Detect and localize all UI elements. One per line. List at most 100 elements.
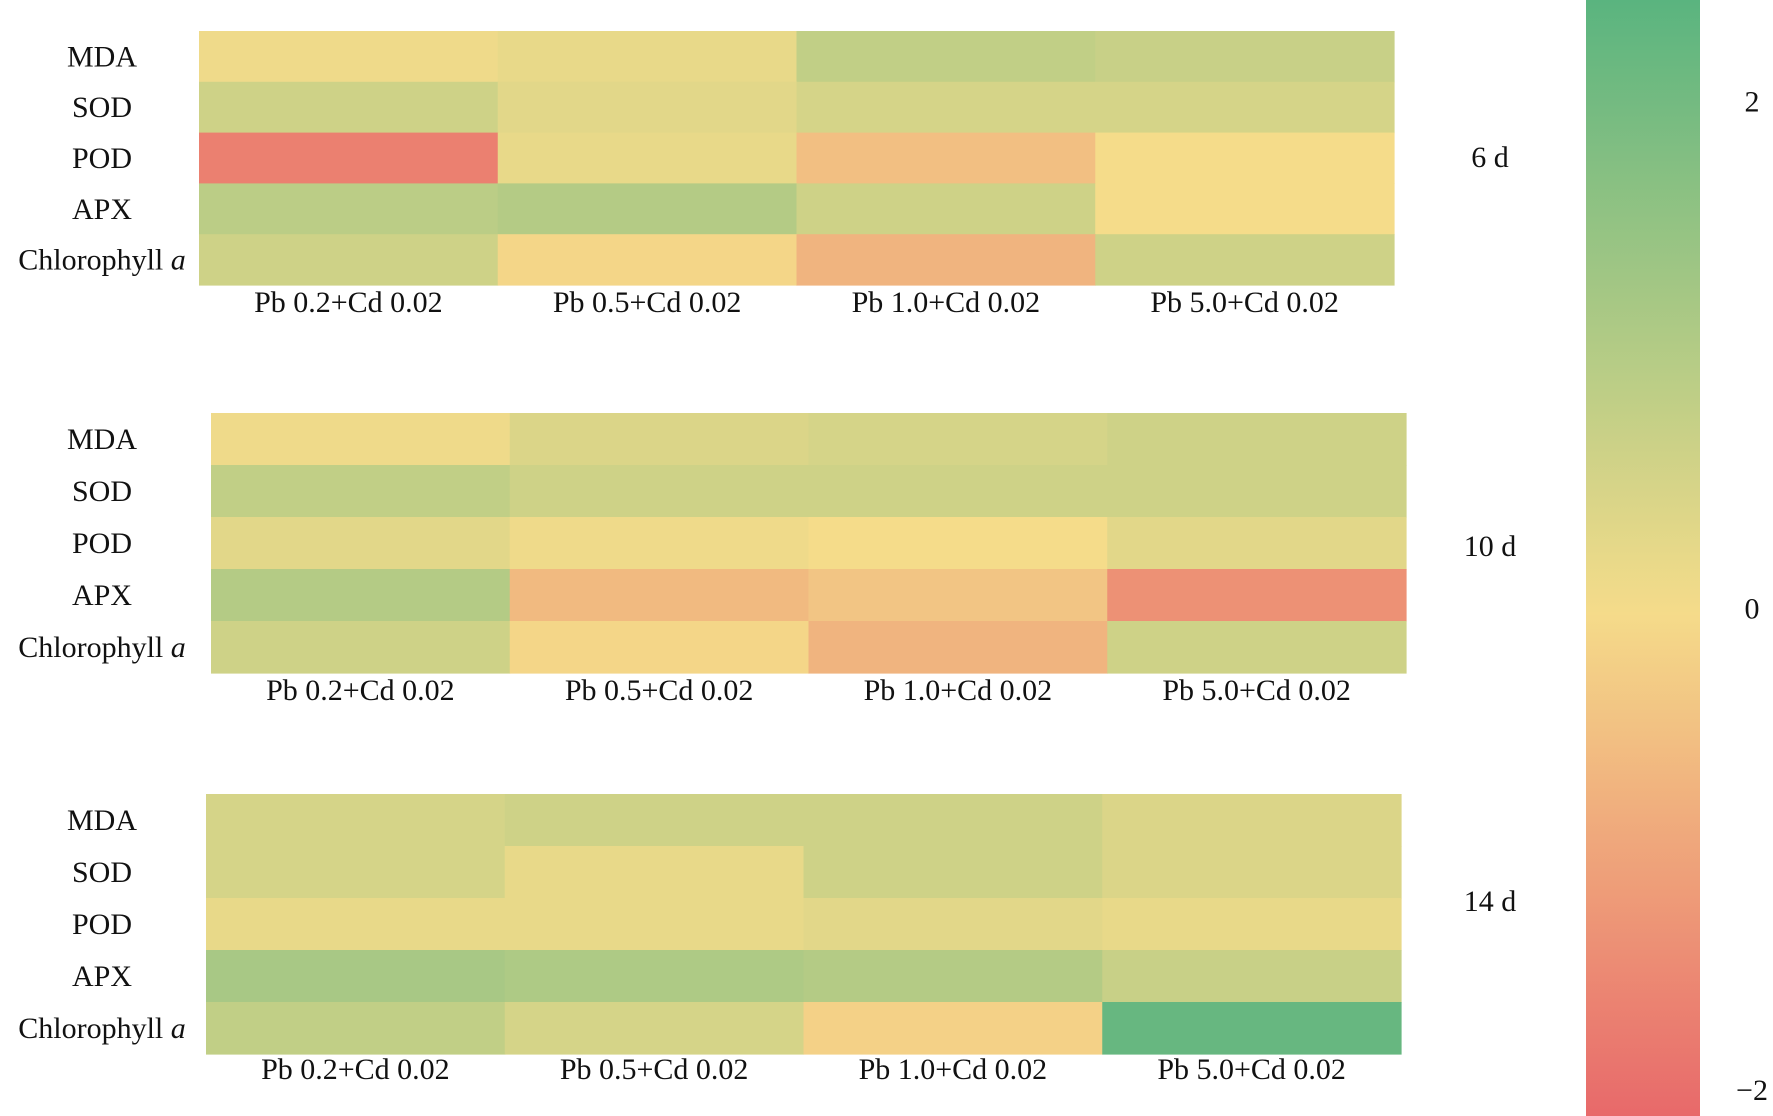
heatmap-cell <box>211 517 511 570</box>
row-label-text: MDA <box>67 423 137 456</box>
heatmap-cell <box>1107 569 1407 622</box>
heatmap-cell <box>509 413 810 466</box>
heatmap-cell <box>497 234 798 286</box>
heatmap-cell <box>206 950 506 1003</box>
heatmap-cell <box>1095 183 1395 235</box>
row-label-text: MDA <box>67 40 137 73</box>
heatmap-cell <box>796 81 1096 134</box>
row-label-text: SOD <box>72 856 132 889</box>
heatmap-cell <box>796 183 1096 235</box>
heatmap-cell <box>509 621 810 674</box>
heatmap-cell <box>808 569 1108 622</box>
column-label: Pb 0.2+Cd 0.02 <box>254 286 443 319</box>
row-label: APX <box>72 960 132 993</box>
row-label-text: SOD <box>72 91 132 124</box>
heatmap-cell <box>1095 132 1395 184</box>
colorbar-tick-label: 0 <box>1745 593 1760 626</box>
heatmap-cell <box>509 465 810 518</box>
row-label: Chlorophyll a <box>18 244 186 277</box>
row-label-text: POD <box>72 142 132 175</box>
heatmap-panels: MDA SOD POD APX Chlorophyll a Pb 0.2+Cd 0.02 P… <box>18 31 1516 1086</box>
heatmap-cell <box>803 898 1103 951</box>
row-label: SOD <box>72 856 132 889</box>
row-label-text: APX <box>72 193 132 226</box>
heatmap-cell <box>504 950 805 1003</box>
row-label-text: POD <box>72 908 132 941</box>
heatmap-cell <box>206 898 506 951</box>
column-label: Pb 1.0+Cd 0.02 <box>859 1053 1048 1086</box>
colorbar-tick-label: −2 <box>1736 1074 1768 1107</box>
column-label: Pb 0.2+Cd 0.02 <box>261 1053 450 1086</box>
column-label: Pb 1.0+Cd 0.02 <box>864 674 1053 707</box>
panel-day-label: 10 d <box>1464 530 1517 563</box>
heatmap-cell <box>504 898 805 951</box>
heatmap-cell <box>211 465 511 518</box>
heatmap-cell <box>796 234 1096 286</box>
heatmap-cell <box>1107 621 1407 674</box>
row-label-suffix: a <box>163 244 186 277</box>
row-label-text: APX <box>72 579 132 612</box>
heatmap-panel-3: MDA SOD POD APX Chlorophyll a Pb 0.2+Cd 0.02 P… <box>18 794 1516 1086</box>
heatmap-panel-2: MDA SOD POD APX Chlorophyll a Pb 0.2+Cd 0.02 P… <box>18 413 1516 707</box>
row-label: SOD <box>72 475 132 508</box>
column-label: Pb 0.5+Cd 0.02 <box>565 674 754 707</box>
row-label: MDA <box>67 40 137 73</box>
heatmap-cell <box>808 413 1108 466</box>
heatmap-cell <box>509 517 810 570</box>
heatmap-cell <box>1102 1002 1402 1055</box>
heatmap-cell <box>796 31 1096 83</box>
heatmap-cell <box>509 569 810 622</box>
row-label-text: MDA <box>67 804 137 837</box>
heatmap-cell <box>803 794 1103 847</box>
heatmap-cell <box>1107 413 1407 466</box>
heatmap-cell <box>497 183 798 235</box>
column-label: Pb 5.0+Cd 0.02 <box>1162 674 1351 707</box>
column-label: Pb 1.0+Cd 0.02 <box>852 286 1041 319</box>
column-label: Pb 0.5+Cd 0.02 <box>553 286 742 319</box>
row-label-suffix: a <box>163 631 186 664</box>
heatmap-cell <box>1102 794 1402 847</box>
heatmap-cell <box>497 31 798 83</box>
row-label-text: SOD <box>72 475 132 508</box>
heatmap-cell <box>504 1002 805 1055</box>
row-label: MDA <box>67 423 137 456</box>
row-label: POD <box>72 527 132 560</box>
row-label-text: Chlorophyll <box>18 244 163 277</box>
heatmap-panel-1: MDA SOD POD APX Chlorophyll a Pb 0.2+Cd 0.02 P… <box>18 31 1509 319</box>
row-label: Chlorophyll a <box>18 631 186 664</box>
column-label: Pb 0.2+Cd 0.02 <box>266 674 455 707</box>
row-label-text: POD <box>72 527 132 560</box>
heatmap-cell <box>497 81 798 134</box>
row-label: Chlorophyll a <box>18 1012 186 1045</box>
heatmap-cell <box>199 132 499 184</box>
colorbar-gradient <box>1586 0 1700 1116</box>
row-label-text: Chlorophyll <box>18 631 163 664</box>
heatmap-cell <box>199 183 499 235</box>
heatmap-cell <box>199 234 499 286</box>
heatmap-cell <box>206 1002 506 1055</box>
heatmap-cell <box>808 621 1108 674</box>
heatmap-cell <box>1102 898 1402 951</box>
row-label: MDA <box>67 804 137 837</box>
heatmap-cell <box>803 1002 1103 1055</box>
colorbar: 2 0 −2 <box>1586 0 1768 1116</box>
row-label-text: Chlorophyll <box>18 1012 163 1045</box>
heatmap-cell <box>1102 950 1402 1003</box>
heatmap-cell <box>808 517 1108 570</box>
panel-day-label: 6 d <box>1471 141 1509 174</box>
heatmap-cell <box>206 846 506 899</box>
row-label: POD <box>72 142 132 175</box>
heatmap-cell <box>199 81 499 134</box>
row-label: POD <box>72 908 132 941</box>
heatmap-cell <box>497 132 798 184</box>
heatmap-cell <box>796 132 1096 184</box>
heatmap-cell <box>803 846 1103 899</box>
row-label: APX <box>72 193 132 226</box>
heatmap-cell <box>211 621 511 674</box>
heatmap-cell <box>1095 81 1395 134</box>
column-label: Pb 0.5+Cd 0.02 <box>560 1053 749 1086</box>
heatmap-cell <box>1107 517 1407 570</box>
row-label-suffix: a <box>163 1012 186 1045</box>
row-label: APX <box>72 579 132 612</box>
